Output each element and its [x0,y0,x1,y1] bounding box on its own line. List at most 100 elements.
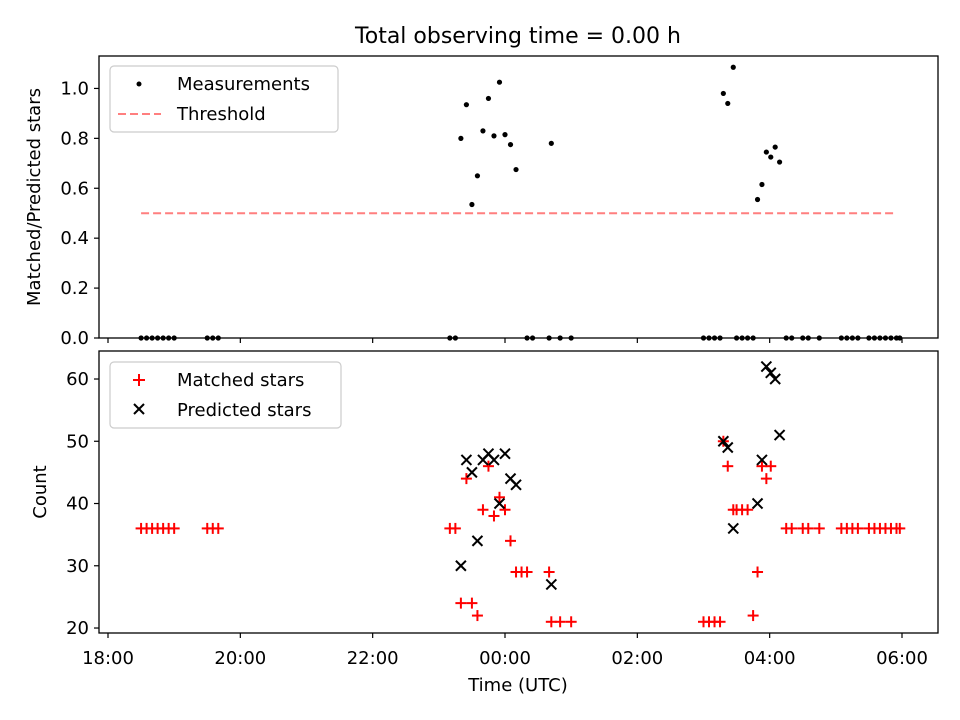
matched-star-point [168,522,180,534]
count-x-axis: 18:00 20:00 22:00 00:00 02:00 04:00 06:00 [82,633,928,669]
measurement-point [725,100,731,107]
x-tick-label: 22:00 [347,648,399,669]
matched-star-point [765,460,777,472]
predicted-star-point [722,441,734,454]
count-legend-box [109,361,342,429]
matched-star-point [752,566,764,578]
measurement-point [763,149,769,155]
y-tick-label: 60 [66,369,89,390]
measurement-point [458,135,464,141]
x-tick-label: 06:00 [876,648,928,669]
matched-star-point [786,522,798,534]
measurement-point [491,133,497,139]
matched-star-point [212,522,224,534]
matched-star-point [554,616,566,628]
measurement-point [474,173,481,179]
measurement-point [502,132,508,138]
matched-star-point [482,460,494,472]
measurement-point [463,102,470,108]
measurement-point [776,159,783,165]
measurement-point [754,196,761,203]
measurement-point [480,128,486,134]
x-tick-label: 04:00 [744,648,796,669]
matched-star-point [488,510,500,522]
count-series [135,360,906,628]
predicted-star-point [545,578,558,591]
x-tick-label: 18:00 [82,648,134,669]
predicted-star-point [488,454,500,466]
y-tick-label: 0.8 [60,128,89,149]
y-tick-label: 0.2 [60,278,89,299]
predicted-star-point [760,360,773,373]
legend-label-measurements: Measurements [177,74,310,95]
measurement-point [548,140,554,146]
predicted-star-point [460,454,473,466]
ratio-y-axis-label: Matched/Predicted stars [24,88,45,306]
measurement-point [720,90,726,97]
predicted-star-point [751,497,764,510]
matched-star-point [813,522,825,534]
predicted-star-point [773,429,786,441]
ratio-panel: 0.0 0.2 0.4 0.6 0.8 1.0 Matched/Predicted sta… [24,55,939,349]
matched-star-point [471,610,483,622]
x-tick-label: 02:00 [611,648,663,669]
legend-marker-measurements [136,81,142,87]
y-tick-label: 0.0 [60,328,89,349]
matched-star-point [742,504,754,516]
matched-star-point [455,597,467,609]
ratio-legend: Measurements Threshold [109,65,339,133]
matched-star-point [565,616,577,628]
legend-marker-predicted-stars [133,403,145,415]
count-y-axis: 20 30 40 50 60 [66,369,99,639]
y-tick-label: 40 [66,494,89,515]
legend-label-threshold: Threshold [176,104,266,125]
measurement-point [513,166,519,173]
matched-star-point [852,522,864,534]
matched-star-point [747,610,759,622]
matched-star-point [499,504,511,516]
count-panel: 20 30 40 50 60 18:00 20:00 22:00 00:00 02:00 04:0… [30,350,939,696]
legend-label-matched-stars: Matched stars [177,370,304,391]
measurement-point [485,95,492,102]
y-tick-label: 0.4 [60,228,89,249]
matched-star-point [714,616,726,628]
y-tick-label: 1.0 [60,78,89,99]
count-x-axis-label: Time (UTC) [467,675,568,696]
measurement-point [730,64,736,70]
predicted-star-point [756,454,768,466]
matched-star-point [894,522,906,534]
ratio-series [138,64,903,341]
matched-star-point [543,566,555,578]
ratio-x-axis [107,338,903,343]
matched-star-point [722,460,734,472]
chart-title: Total observing time = 0.00 h [354,24,681,49]
ratio-y-axis: 0.0 0.2 0.4 0.6 0.8 1.0 [60,78,99,349]
y-tick-label: 30 [66,556,89,577]
predicted-star-point [455,560,467,572]
measurement-point [507,141,514,148]
predicted-star-point [510,479,522,491]
predicted-star-point [499,448,511,460]
count-axes-frame [98,350,939,634]
count-legend: Matched stars Predicted stars [109,361,342,429]
measurement-point [496,79,503,85]
matched-star-point [460,473,472,485]
matched-star-point [760,473,772,485]
measurement-point [768,154,774,160]
matched-star-point [477,504,489,516]
x-tick-label: 00:00 [479,648,531,669]
y-tick-label: 20 [66,618,89,639]
measurement-point [772,144,778,150]
predicted-star-point [466,466,478,479]
predicted-star-point [717,435,730,447]
predicted-star-point [727,522,739,535]
ratio-axes-frame [98,55,939,339]
count-y-axis-label: Count [30,465,51,518]
predicted-star-point [769,373,781,385]
predicted-star-point [471,535,484,547]
y-tick-label: 0.6 [60,178,89,199]
matched-star-point [466,597,478,609]
legend-marker-matched-stars [133,374,145,386]
legend-label-predicted-stars: Predicted stars [177,400,311,421]
